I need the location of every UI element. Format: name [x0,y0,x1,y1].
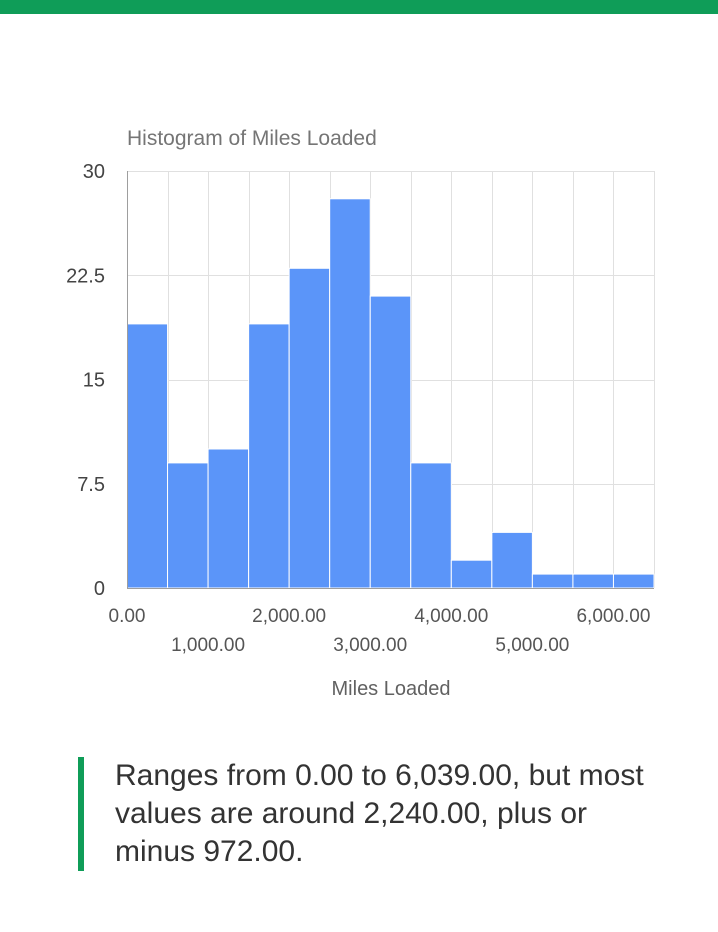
histogram-bar [450,559,493,589]
axes [127,171,654,589]
y-tick-label: 22.5 [66,265,105,287]
y-axis-ticks: 0 7.5 15 22.5 30 [66,161,105,600]
chart-title: Histogram of Miles Loaded [127,127,377,150]
histogram-bars [126,198,655,589]
top-accent-bar [0,0,718,14]
histogram-bar [369,295,412,589]
histogram-bar [248,323,290,589]
y-tick-label: 30 [83,161,105,183]
histogram-bar [491,531,533,589]
x-tick-label: 0.00 [109,606,146,627]
y-tick-label: 15 [83,370,105,392]
histogram-bar [167,462,209,589]
x-tick-label: 3,000.00 [333,635,407,656]
y-tick-label: 7.5 [77,474,105,496]
x-tick-label: 6,000.00 [576,606,650,627]
histogram-svg: Histogram of Miles Loaded 0 7.5 15 22.5 30 0… [66,127,655,700]
histogram-bar [207,448,250,589]
x-axis-ticks: 0.00 1,000.00 2,000.00 3,000.00 4,000.00 5,00… [109,606,651,656]
x-tick-label: 2,000.00 [252,606,326,627]
histogram-bar [612,573,655,589]
x-tick-label: 4,000.00 [414,606,488,627]
x-tick-label: 1,000.00 [171,635,245,656]
histogram-bar [531,573,574,589]
histogram-bar [288,267,331,589]
histogram-bar [410,462,452,589]
histogram-chart: Histogram of Miles Loaded 0 7.5 15 22.5 30 0… [66,127,655,700]
summary-callout: Ranges from 0.00 to 6,039.00, but most v… [78,757,675,871]
histogram-bar [572,573,614,589]
summary-text: Ranges from 0.00 to 6,039.00, but most v… [115,759,644,868]
y-tick-label: 0 [94,578,105,600]
histogram-bar [329,198,371,589]
histogram-bar [126,323,169,589]
x-tick-label: 5,000.00 [495,635,569,656]
x-axis-title: Miles Loaded [332,678,451,700]
